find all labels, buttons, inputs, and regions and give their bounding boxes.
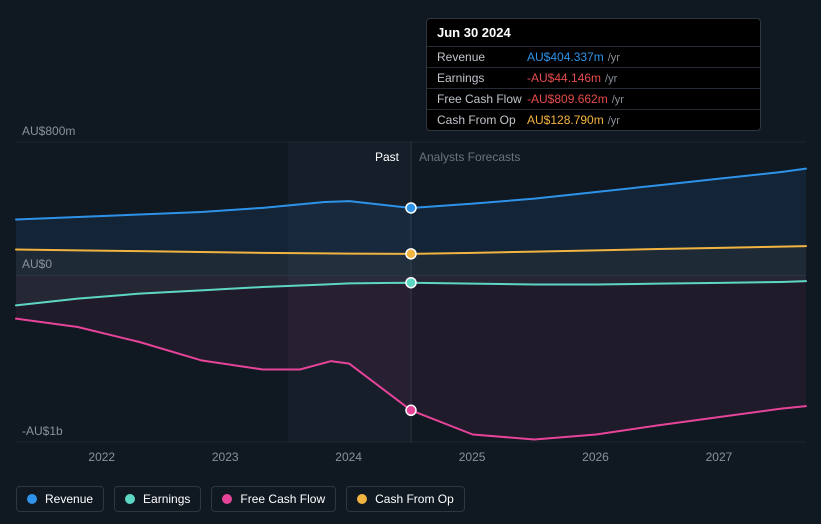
legend-item-cfo[interactable]: Cash From Op <box>346 486 465 512</box>
tooltip-label: Free Cash Flow <box>437 92 527 106</box>
x-axis-label: 2022 <box>88 450 115 464</box>
x-axis-label: 2024 <box>335 450 362 464</box>
legend-item-fcf[interactable]: Free Cash Flow <box>211 486 336 512</box>
tooltip-unit: /yr <box>608 115 620 127</box>
tooltip-row-earnings: Earnings-AU$44.146m/yr <box>427 67 760 88</box>
legend-dot-icon <box>222 494 232 504</box>
tooltip-label: Cash From Op <box>437 113 527 127</box>
tooltip-label: Revenue <box>437 50 527 64</box>
tooltip-row-revenue: RevenueAU$404.337m/yr <box>427 46 760 67</box>
x-axis-label: 2023 <box>212 450 239 464</box>
tooltip-value: AU$128.790m <box>527 113 604 127</box>
y-axis-label: AU$0 <box>22 257 52 271</box>
x-axis-label: 2027 <box>706 450 733 464</box>
tooltip-unit: /yr <box>605 73 617 85</box>
data-tooltip: Jun 30 2024 RevenueAU$404.337m/yrEarning… <box>426 18 761 131</box>
tooltip-row-cfo: Cash From OpAU$128.790m/yr <box>427 109 760 130</box>
tooltip-label: Earnings <box>437 71 527 85</box>
legend-dot-icon <box>125 494 135 504</box>
y-axis-label: AU$800m <box>22 124 75 138</box>
chart-container: AU$800m AU$0 -AU$1b 2022 2023 2024 2025 2026 20… <box>0 0 821 524</box>
legend-label: Revenue <box>45 492 93 506</box>
legend: Revenue Earnings Free Cash Flow Cash From O… <box>16 486 465 512</box>
legend-label: Earnings <box>143 492 190 506</box>
tooltip-value: -AU$44.146m <box>527 71 601 85</box>
y-axis-label: -AU$1b <box>22 424 63 438</box>
legend-item-revenue[interactable]: Revenue <box>16 486 104 512</box>
tooltip-unit: /yr <box>612 94 624 106</box>
tooltip-unit: /yr <box>608 52 620 64</box>
tooltip-row-fcf: Free Cash Flow-AU$809.662m/yr <box>427 88 760 109</box>
past-label: Past <box>375 150 399 164</box>
x-axis-label: 2026 <box>582 450 609 464</box>
tooltip-value: AU$404.337m <box>527 50 604 64</box>
legend-label: Cash From Op <box>375 492 454 506</box>
x-axis-label: 2025 <box>459 450 486 464</box>
legend-dot-icon <box>357 494 367 504</box>
tooltip-value: -AU$809.662m <box>527 92 608 106</box>
legend-item-earnings[interactable]: Earnings <box>114 486 201 512</box>
legend-label: Free Cash Flow <box>240 492 325 506</box>
forecast-label: Analysts Forecasts <box>419 150 520 164</box>
legend-dot-icon <box>27 494 37 504</box>
tooltip-date: Jun 30 2024 <box>427 19 760 46</box>
